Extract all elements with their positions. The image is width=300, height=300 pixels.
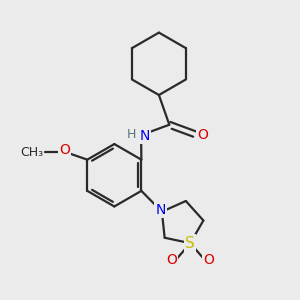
Text: N: N (140, 129, 150, 143)
Text: H: H (127, 128, 136, 141)
Text: O: O (166, 253, 177, 267)
Text: S: S (185, 236, 195, 251)
Text: O: O (204, 253, 214, 267)
Text: N: N (155, 203, 166, 217)
Text: O: O (197, 128, 208, 142)
Text: CH₃: CH₃ (20, 146, 43, 159)
Text: O: O (59, 143, 70, 157)
